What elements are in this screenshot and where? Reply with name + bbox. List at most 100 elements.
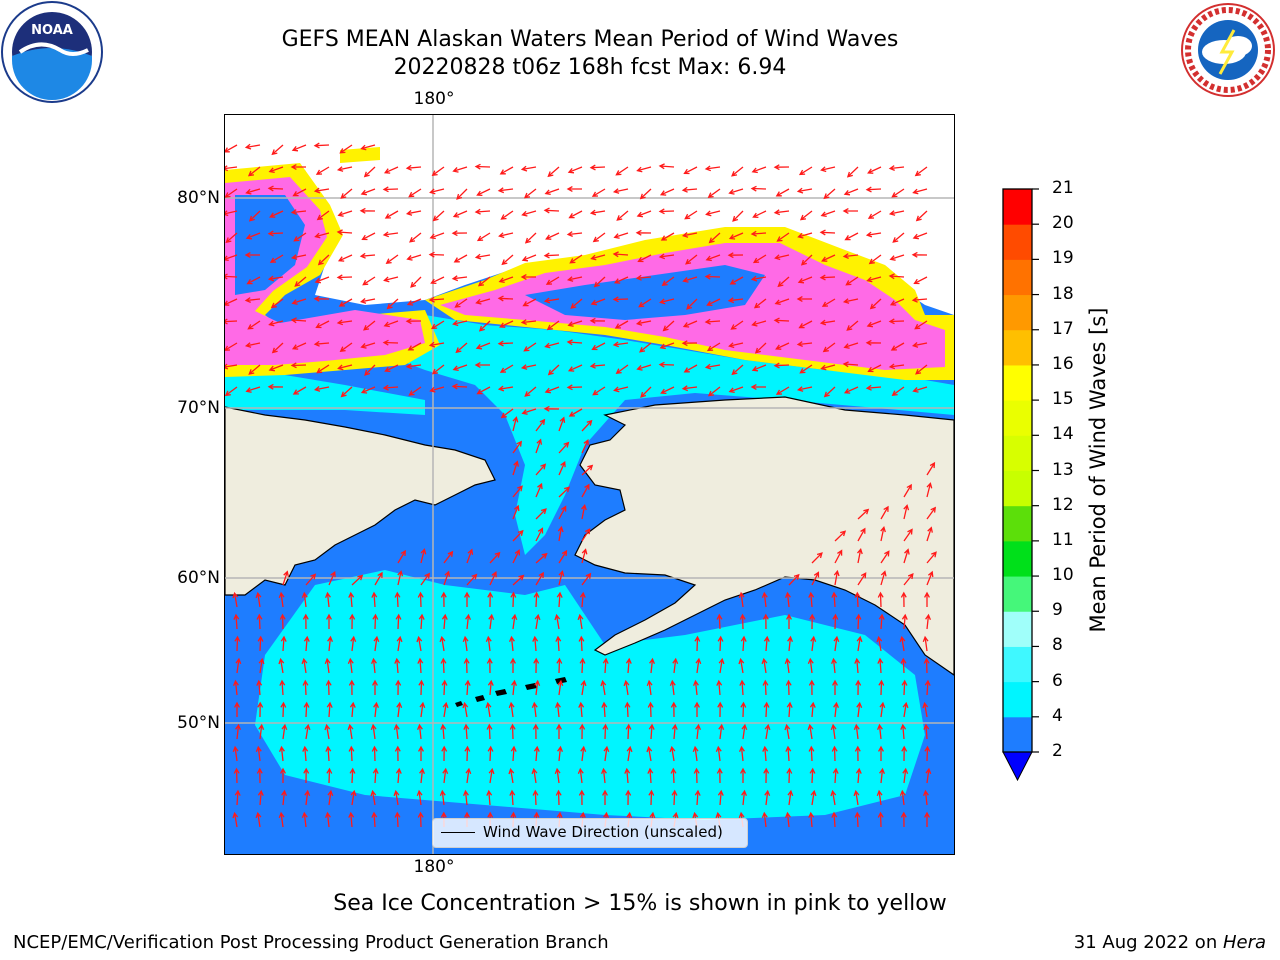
wind-arrow (808, 679, 815, 696)
wind-arrow (729, 276, 744, 285)
wind-arrow (589, 164, 606, 171)
wind-arrow (268, 320, 284, 327)
legend-line-sample (441, 832, 475, 833)
wind-arrow (534, 679, 541, 696)
wind-arrow (716, 767, 723, 784)
wind-arrow (532, 789, 539, 806)
wind-arrow (489, 571, 497, 586)
wind-arrow (383, 320, 399, 328)
wind-arrow (347, 723, 354, 740)
wind-arrow (419, 701, 426, 718)
wind-arrow (775, 188, 790, 197)
wind-arrow (761, 811, 768, 828)
wind-arrow (558, 549, 568, 564)
wind-arrow (316, 210, 330, 221)
colorbar-cell (1003, 505, 1032, 542)
colorbar-cell (1003, 716, 1032, 753)
wind-arrow (531, 767, 538, 784)
wind-arrow (451, 230, 468, 237)
wind-arrow (843, 188, 859, 196)
wind-arrow (580, 745, 587, 762)
wind-arrow (439, 789, 446, 806)
wind-arrow (485, 701, 492, 718)
wind-arrow (911, 342, 928, 348)
wind-arrow (371, 745, 378, 762)
wind-arrow (899, 635, 906, 652)
wind-arrow (580, 679, 587, 696)
colorbar-label: Mean Period of Wind Waves [s] (1086, 307, 1110, 633)
wind-arrow (269, 210, 284, 218)
wind-arrow (360, 144, 376, 151)
wind-arrow (441, 745, 448, 762)
wind-arrow (418, 613, 425, 630)
wind-arrow (613, 386, 629, 393)
wind-arrow (512, 574, 525, 586)
wind-arrow (811, 552, 823, 564)
wind-arrow (533, 745, 540, 762)
wind-arrow (635, 320, 652, 326)
wind-arrow (360, 342, 376, 349)
wind-arrow (809, 613, 816, 630)
wind-arrow (248, 364, 261, 375)
wind-arrow (558, 441, 570, 454)
wind-arrow (809, 701, 816, 718)
colorbar-cell (1003, 294, 1032, 331)
wind-arrow (822, 342, 836, 353)
wind-arrow (232, 745, 239, 762)
wind-arrow (301, 591, 308, 608)
wind-arrow (235, 657, 242, 674)
wind-arrow (865, 384, 882, 391)
wind-arrow (773, 362, 790, 369)
wind-arrow (888, 210, 905, 216)
wind-arrow (718, 723, 725, 740)
wind-arrow (522, 298, 537, 307)
wind-arrow (911, 251, 928, 258)
colorbar-tick-label: 15 (1052, 389, 1074, 410)
wind-arrow (257, 635, 264, 652)
wind-arrow (842, 361, 859, 368)
wind-arrow (854, 657, 861, 674)
colorbar-cell (1003, 681, 1032, 718)
wind-arrow (462, 701, 469, 718)
wind-arrow (660, 232, 675, 241)
wind-arrow (775, 342, 790, 350)
wind-arrow (635, 229, 652, 236)
wind-arrow (854, 591, 861, 608)
wind-arrow (499, 320, 514, 328)
wind-arrow (796, 386, 813, 392)
wind-arrow (637, 254, 652, 263)
wind-arrow (234, 789, 241, 806)
colorbar-tick-label: 14 (1052, 424, 1074, 445)
wind-arrow (924, 745, 931, 762)
wind-arrow (408, 386, 422, 396)
wind-arrow (901, 613, 908, 630)
wind-arrow (865, 231, 882, 238)
wind-arrow (511, 679, 518, 696)
wind-arrow (762, 613, 769, 630)
colorbar-tick-label: 13 (1052, 459, 1074, 480)
wind-arrow (866, 276, 882, 283)
wind-arrow (371, 811, 378, 828)
wind-arrow (819, 319, 836, 326)
wind-arrow (558, 460, 566, 476)
wind-arrow (397, 570, 404, 586)
noaa-logo: NOAA (1, 1, 103, 103)
wind-arrow (547, 364, 560, 376)
wind-arrow (546, 320, 560, 331)
wind-arrow (291, 342, 307, 350)
wind-arrow (612, 188, 629, 194)
wind-arrow (431, 364, 445, 375)
wind-arrow (543, 405, 560, 412)
wind-arrow (589, 317, 606, 324)
wind-arrow (512, 440, 522, 454)
map-legend: Wind Wave Direction (unscaled) (432, 818, 748, 848)
wind-arrow (922, 635, 929, 652)
wind-arrow (857, 572, 867, 586)
wind-arrow (798, 166, 813, 176)
wind-arrow (740, 767, 746, 783)
wind-arrow (410, 276, 422, 288)
wind-arrow (831, 745, 838, 762)
wind-arrow (290, 164, 306, 170)
wind-arrow (225, 232, 238, 244)
wind-arrow (373, 635, 380, 652)
